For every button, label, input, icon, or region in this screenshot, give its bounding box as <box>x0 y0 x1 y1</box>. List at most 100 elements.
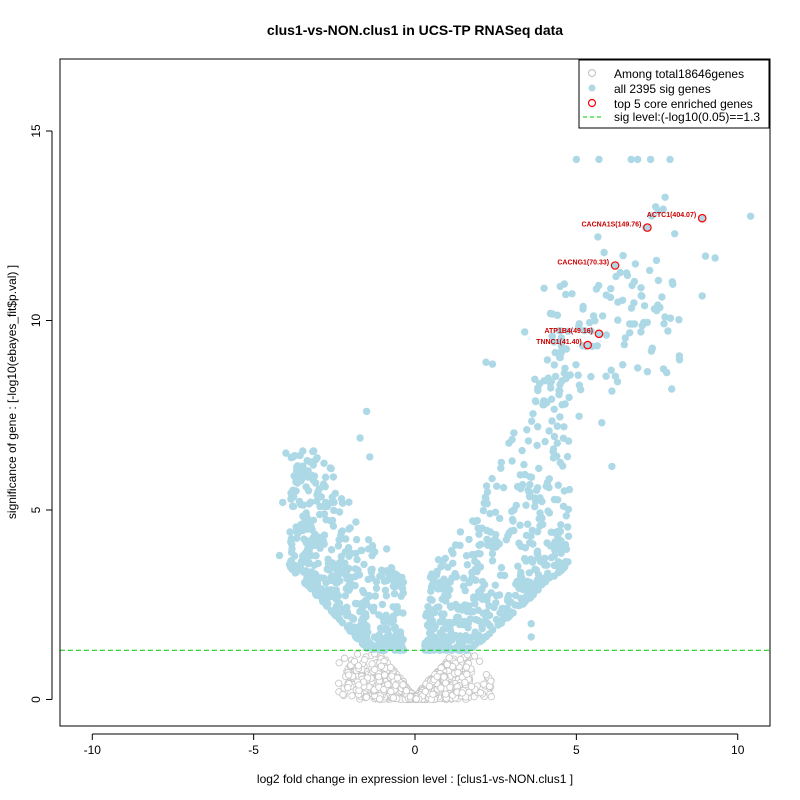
top-genes-layer: ACTC1(404.07) CACNA1S(149.76) CACNG1(70.33… <box>536 212 707 350</box>
sig-point <box>646 155 655 164</box>
sig-point <box>355 571 364 579</box>
sig-point <box>548 310 557 318</box>
sig-point <box>312 539 320 547</box>
sig-point <box>297 560 305 569</box>
sig-point <box>368 551 376 560</box>
nonsig-point <box>335 659 343 667</box>
sig-point <box>322 579 330 587</box>
sig-point <box>627 155 635 164</box>
sig-point <box>460 574 468 582</box>
sig-point <box>637 328 645 336</box>
sig-point <box>353 634 361 642</box>
sig-point <box>560 369 568 377</box>
sig-point <box>517 542 525 550</box>
sig-point <box>376 624 385 632</box>
sig-point <box>527 586 536 594</box>
sig-point <box>468 633 476 641</box>
sig-point <box>504 594 512 602</box>
sig-point <box>391 570 399 578</box>
sig-point <box>574 371 582 379</box>
sig-point <box>364 536 373 544</box>
sig-point <box>661 193 669 201</box>
sig-point <box>564 523 572 531</box>
sig-point <box>451 541 460 549</box>
sig-point <box>328 572 336 580</box>
nonsig-point <box>443 660 451 669</box>
sig-point <box>556 282 564 291</box>
sig-point <box>451 631 459 640</box>
sig-point <box>292 568 301 576</box>
sig-point <box>550 572 558 580</box>
sig-point <box>489 544 497 552</box>
sig-point <box>475 530 483 538</box>
sig-point <box>626 329 634 337</box>
sig-point <box>491 508 500 516</box>
sig-point <box>554 527 562 535</box>
legend-label-total: Among total18646genes <box>614 67 744 81</box>
nonsig-point <box>353 650 362 658</box>
sig-point <box>398 645 406 653</box>
nonsig-point <box>454 668 462 677</box>
sig-point <box>536 494 544 502</box>
sig-point <box>436 578 444 586</box>
sig-point <box>563 558 571 566</box>
sig-point <box>556 380 564 389</box>
sig-point <box>497 618 506 626</box>
y-tick-label: 10 <box>29 314 43 328</box>
sig-point <box>550 361 558 369</box>
sig-point <box>559 434 568 442</box>
sig-point <box>640 302 649 310</box>
sig-point <box>634 364 642 372</box>
sig-point <box>335 508 344 516</box>
sig-point <box>485 611 494 620</box>
sig-point <box>482 632 490 641</box>
sig-point <box>328 493 336 501</box>
sig-point <box>287 557 295 565</box>
sig-point <box>612 272 620 281</box>
sig-point <box>304 487 313 495</box>
sig-point <box>301 470 309 479</box>
sig-point <box>338 499 347 507</box>
nonsig-point <box>399 681 407 689</box>
sig-point <box>391 582 400 591</box>
sig-point <box>471 557 479 565</box>
nonsig-point <box>456 655 465 664</box>
sig-point <box>533 441 541 450</box>
nonsig-point <box>487 693 496 701</box>
sig-point <box>562 345 571 353</box>
sig-point <box>426 595 434 603</box>
sig-point <box>543 574 552 582</box>
sig-point <box>467 607 475 616</box>
sig-point <box>301 579 309 587</box>
sig-point <box>613 378 622 386</box>
sig-point <box>479 609 487 618</box>
nonsig-point <box>355 681 363 689</box>
sig-point <box>534 554 542 562</box>
sig-point <box>618 296 627 304</box>
sig-point <box>564 505 573 514</box>
sig-point <box>437 610 446 618</box>
sig-point <box>589 312 598 320</box>
sig-point <box>391 623 399 631</box>
sig-point <box>608 387 616 395</box>
sig-point <box>364 575 372 584</box>
nonsig-point <box>458 689 466 697</box>
sig-point <box>531 502 539 511</box>
sig-point <box>550 405 558 413</box>
sig-point <box>496 571 505 579</box>
sig-point <box>345 498 353 506</box>
sig-point <box>305 558 313 567</box>
top-gene-label: CACNG1(70.33) <box>557 260 609 267</box>
sig-point <box>511 591 520 600</box>
sig-point <box>543 539 551 547</box>
sig-point <box>341 592 349 600</box>
sig-point <box>476 637 485 646</box>
sig-point <box>374 636 383 644</box>
sig-point <box>337 532 345 540</box>
sig-point <box>491 581 499 589</box>
sig-point <box>498 604 506 613</box>
sig-point <box>550 338 558 346</box>
sig-point <box>333 612 341 620</box>
nonsig-point <box>376 695 384 703</box>
nonsig-point <box>392 681 400 689</box>
